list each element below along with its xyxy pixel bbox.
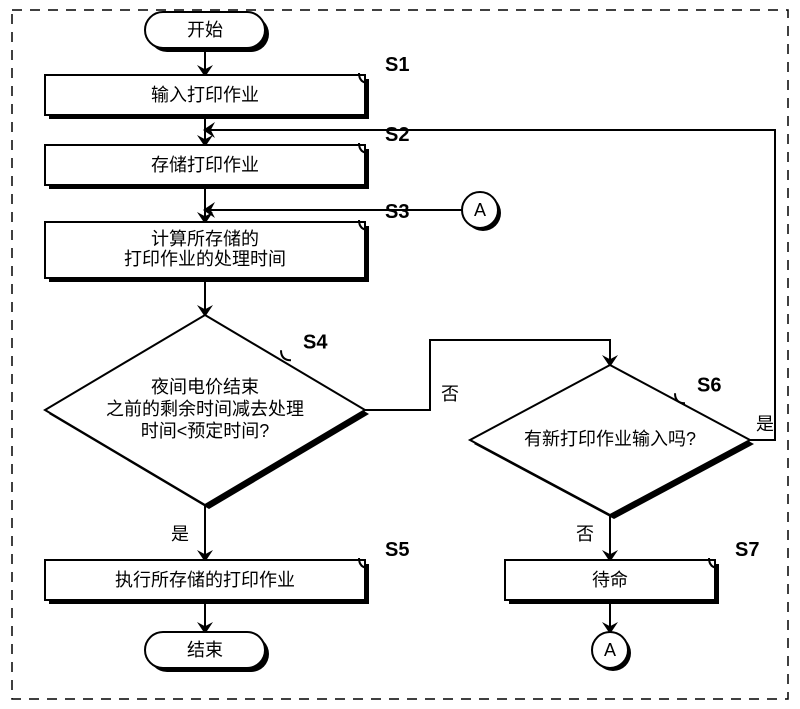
svg-text:S4: S4	[303, 331, 328, 353]
svg-text:夜间电价结束: 夜间电价结束	[151, 377, 259, 397]
svg-text:之前的剩余时间减去处理: 之前的剩余时间减去处理	[106, 399, 304, 419]
svg-text:开始: 开始	[187, 20, 223, 40]
flowchart-canvas: 是否否是开始输入打印作业S1存储打印作业S2A计算所存储的打印作业的处理时间S3…	[0, 0, 800, 709]
svg-text:S7: S7	[735, 539, 759, 561]
svg-text:是: 是	[756, 414, 774, 434]
svg-text:否: 否	[576, 524, 594, 544]
svg-text:是: 是	[171, 524, 189, 544]
svg-text:S2: S2	[385, 124, 409, 146]
svg-text:存储打印作业: 存储打印作业	[151, 155, 259, 175]
svg-text:S5: S5	[385, 539, 409, 561]
svg-text:A: A	[604, 640, 616, 660]
edges	[205, 48, 775, 632]
svg-text:S6: S6	[697, 374, 721, 396]
svg-text:结束: 结束	[187, 640, 223, 660]
svg-text:输入打印作业: 输入打印作业	[151, 85, 259, 105]
svg-text:S1: S1	[385, 54, 409, 76]
svg-text:有新打印作业输入吗?: 有新打印作业输入吗?	[524, 429, 696, 449]
svg-text:A: A	[474, 200, 486, 220]
svg-text:S3: S3	[385, 201, 409, 223]
svg-text:执行所存储的打印作业: 执行所存储的打印作业	[115, 570, 295, 590]
svg-text:计算所存储的: 计算所存储的	[151, 229, 259, 249]
svg-text:否: 否	[441, 384, 459, 404]
svg-text:打印作业的处理时间: 打印作业的处理时间	[124, 249, 286, 269]
svg-text:时间<预定时间?: 时间<预定时间?	[141, 421, 270, 441]
svg-text:待命: 待命	[592, 570, 628, 590]
